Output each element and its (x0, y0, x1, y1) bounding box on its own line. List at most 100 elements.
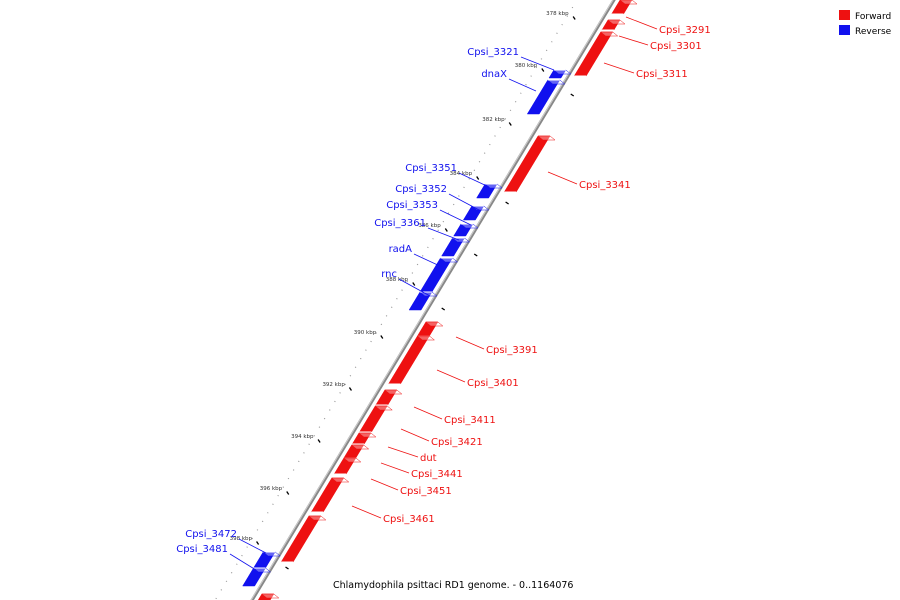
tick-mark (444, 228, 448, 232)
reverse-gene-label[interactable]: Cpsi_3351 (405, 163, 457, 174)
legend-label-forward: Forward (855, 12, 891, 22)
tick-label: 382 kbp (482, 117, 505, 123)
forward-gene-label[interactable]: Cpsi_3441 (411, 469, 463, 480)
reverse-gene-label[interactable]: Cpsi_3353 (386, 200, 438, 211)
reverse-label-leader (508, 78, 537, 92)
reverse-gene-feature[interactable] (441, 237, 471, 257)
forward-gene-feature[interactable] (310, 477, 350, 513)
tick-mark (505, 201, 509, 205)
tick-mark (441, 307, 446, 311)
genome-backbone-layer (250, 0, 616, 600)
forward-gene-feature[interactable] (503, 135, 556, 193)
reverse-gene-label[interactable]: Cpsi_3361 (374, 218, 426, 229)
tick-label: 390 kbp (354, 330, 377, 336)
tick-label: 386 kbp (418, 223, 441, 229)
forward-label-leader (351, 505, 382, 519)
forward-gene-label[interactable]: Cpsi_3451 (400, 486, 452, 497)
tick-mark (508, 122, 512, 126)
forward-gene-feature[interactable] (359, 405, 393, 433)
reverse-gene-feature[interactable] (476, 183, 503, 199)
reverse-label-leader (520, 56, 555, 71)
forward-gene-feature[interactable] (351, 432, 377, 445)
reverse-gene-feature[interactable] (419, 257, 459, 293)
reverse-label-leader (229, 553, 257, 571)
tick-mark (570, 93, 575, 97)
reverse-gene-label[interactable]: Cpsi_3472 (185, 529, 237, 540)
tick-mark (541, 68, 545, 72)
tick-mark (476, 176, 480, 180)
reverse-gene-label[interactable]: Cpsi_3481 (176, 544, 228, 555)
feature-layer (242, 0, 638, 600)
reverse-label-leader (238, 538, 267, 554)
forward-gene-label[interactable]: Cpsi_3391 (486, 345, 538, 356)
forward-gene-label[interactable]: dut (420, 453, 437, 464)
forward-label-leader (370, 478, 399, 491)
forward-label-leader (387, 446, 419, 458)
legend-swatch-reverse (839, 25, 850, 35)
tick-label: 392 kbp (322, 382, 345, 388)
tick-label: 394 kbp (291, 434, 314, 440)
forward-gene-label[interactable]: Cpsi_3411 (444, 415, 496, 426)
tick-label: 388 kbp (386, 277, 409, 283)
reverse-gene-label[interactable]: rnc (381, 269, 397, 280)
forward-label-leader (436, 369, 466, 383)
tick-label: 396 kbp (260, 486, 283, 492)
genome-backbone-line (250, 0, 616, 600)
tick-mark (348, 387, 352, 391)
forward-label-leader (618, 35, 649, 46)
reverse-gene-label[interactable]: Cpsi_3321 (467, 47, 519, 58)
forward-gene-feature[interactable] (252, 593, 280, 600)
forward-label-leader (625, 16, 658, 30)
forward-label-leader (455, 336, 485, 350)
forward-gene-feature[interactable] (375, 389, 403, 406)
forward-label-leader (380, 462, 410, 474)
forward-gene-feature[interactable] (280, 515, 327, 563)
reverse-gene-feature[interactable] (242, 567, 272, 587)
legend-label-reverse: Reverse (855, 27, 892, 37)
reverse-gene-label[interactable]: Cpsi_3352 (395, 184, 447, 195)
reverse-gene-feature[interactable] (453, 223, 479, 237)
forward-gene-feature[interactable] (601, 19, 626, 31)
forward-gene-label[interactable]: Cpsi_3401 (467, 378, 519, 389)
reverse-gene-label[interactable]: dnaX (481, 69, 507, 80)
genome-backbone-highlight (250, 0, 614, 600)
tick-mark (380, 335, 384, 339)
forward-gene-label[interactable]: Cpsi_3421 (431, 437, 483, 448)
forward-gene-label[interactable]: Cpsi_3311 (636, 69, 688, 80)
reverse-label-leader (458, 172, 490, 188)
reverse-gene-feature[interactable] (548, 69, 572, 79)
tick-mark (412, 282, 416, 286)
forward-label-leader (603, 62, 635, 74)
legend: Forward Reverse (839, 10, 892, 37)
forward-gene-label[interactable]: Cpsi_3291 (659, 25, 711, 36)
scale-guide-dots (214, 0, 578, 600)
label-layer: Cpsi_3291 Cpsi_3301 Cpsi_3311 Cpsi_3341 Cpsi… (176, 16, 711, 571)
tick-label: 378 kbp (546, 11, 569, 17)
tick-mark (317, 439, 321, 443)
reverse-gene-label[interactable]: radA (389, 244, 413, 255)
tick-mark (256, 541, 260, 545)
tick-mark (572, 16, 576, 20)
forward-gene-feature[interactable] (343, 444, 370, 459)
forward-gene-label[interactable]: Cpsi_3301 (650, 41, 702, 52)
forward-gene-feature[interactable] (611, 0, 638, 15)
forward-gene-feature[interactable] (388, 335, 436, 385)
forward-label-leader (547, 171, 578, 185)
forward-gene-label[interactable]: Cpsi_3461 (383, 514, 435, 525)
tick-mark (285, 566, 289, 570)
forward-gene-feature[interactable] (573, 31, 619, 77)
forward-label-leader (400, 428, 430, 442)
reverse-gene-feature[interactable] (526, 79, 566, 115)
reverse-gene-feature[interactable] (253, 551, 281, 569)
tick-mark (473, 253, 478, 257)
legend-swatch-forward (839, 10, 850, 20)
tick-mark (286, 491, 290, 495)
reverse-label-leader (448, 193, 482, 212)
forward-gene-feature[interactable] (416, 321, 444, 337)
forward-gene-feature[interactable] (333, 457, 362, 475)
genome-caption: Chlamydophila psittaci RD1 genome. - 0..… (333, 580, 573, 591)
forward-gene-label[interactable]: Cpsi_3341 (579, 180, 631, 191)
tick-label: 398 kbp (230, 536, 253, 542)
